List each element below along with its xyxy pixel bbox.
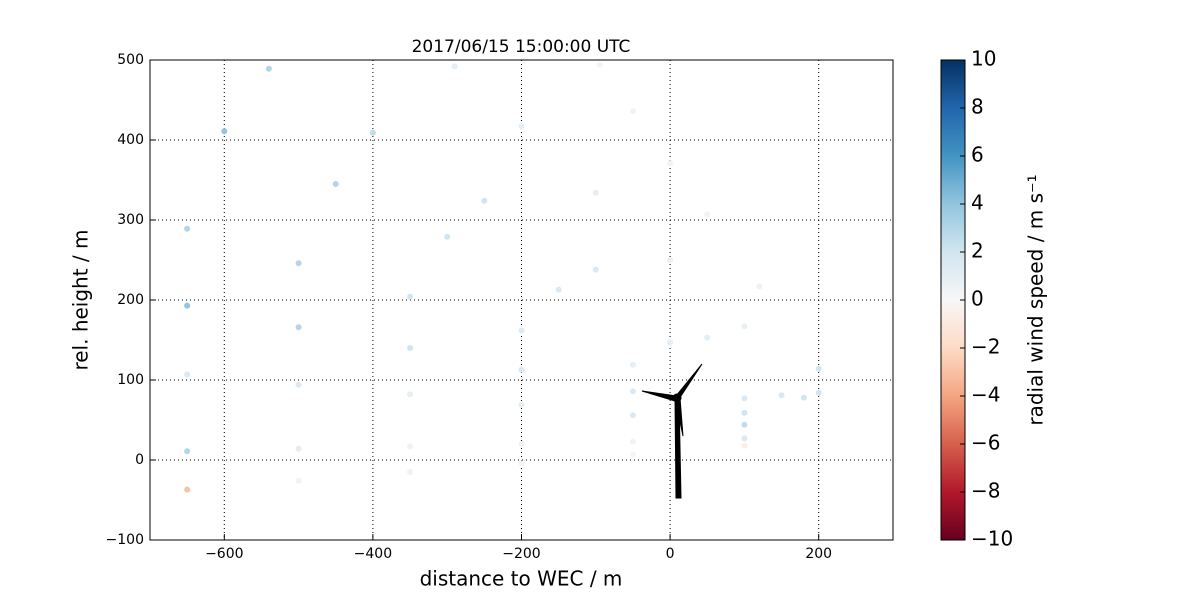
scatter-point xyxy=(629,451,636,458)
scatter-point xyxy=(629,438,636,445)
chart-title: 2017/06/15 15:00:00 UTC xyxy=(412,37,631,57)
colorbar-tick-label: −4 xyxy=(971,383,1000,407)
y-tick-label: 200 xyxy=(117,292,144,308)
x-tick-label: −600 xyxy=(205,546,243,562)
scatter-point xyxy=(481,197,488,204)
scatter-point xyxy=(800,394,807,401)
colorbar-tick-label: −8 xyxy=(971,479,1000,503)
scatter-point xyxy=(592,189,599,196)
scatter-point xyxy=(407,469,414,475)
scatter-point xyxy=(741,323,748,330)
scatter-point xyxy=(295,260,302,267)
colorbar-label: radial wind speed / m s⁻¹ xyxy=(1024,174,1048,425)
scatter-point xyxy=(778,392,785,399)
scatter-point xyxy=(407,391,414,398)
turbine-hub xyxy=(672,393,682,403)
scatter-point xyxy=(555,286,562,293)
scatter-point xyxy=(184,448,191,455)
scatter-point xyxy=(407,345,414,351)
scatter-point xyxy=(184,371,191,378)
y-tick-label: 100 xyxy=(117,372,144,388)
y-tick-label: 500 xyxy=(117,52,144,68)
scatter-point xyxy=(741,442,748,449)
turbine-blade xyxy=(675,363,703,400)
scatter-point xyxy=(629,388,636,395)
x-tick-label: 0 xyxy=(666,546,675,562)
plot-frame xyxy=(149,59,894,541)
scatter-point xyxy=(741,421,748,428)
scatter-point xyxy=(407,293,414,300)
scatter-point xyxy=(704,211,711,218)
colorbar-tick-label: 2 xyxy=(971,239,984,263)
y-tick-label: 300 xyxy=(117,212,144,228)
scatter-point xyxy=(518,327,525,334)
scatter-point xyxy=(184,486,191,493)
y-tick-label: 400 xyxy=(117,132,144,148)
scatter-point xyxy=(184,225,191,232)
scatter-point xyxy=(741,409,748,416)
colorbar-tick-label: 0 xyxy=(971,287,984,311)
x-axis-label: distance to WEC / m xyxy=(420,567,623,591)
scatter-point xyxy=(704,334,711,341)
scatter-point xyxy=(451,63,458,70)
scatter-point xyxy=(295,445,302,452)
scatter-point xyxy=(407,443,414,450)
x-tick-label: −400 xyxy=(354,546,392,562)
scatter-point xyxy=(518,401,525,408)
scatter-point xyxy=(629,412,636,419)
scatter-point xyxy=(756,283,763,290)
x-tick-label: 200 xyxy=(805,546,832,562)
colorbar-tick-label: 6 xyxy=(971,143,984,167)
scatter-point xyxy=(629,361,636,368)
scatter-point xyxy=(518,366,525,373)
scatter-point xyxy=(815,365,822,372)
scatter-point xyxy=(518,460,525,467)
colorbar-tick-label: 4 xyxy=(971,191,984,215)
scatter-point xyxy=(295,324,302,331)
scatter-point xyxy=(629,108,636,115)
scatter-point xyxy=(667,160,674,167)
colorbar-tick-label: −10 xyxy=(971,527,1013,551)
scatter-point xyxy=(444,233,451,240)
scatter-point xyxy=(741,395,748,402)
turbine xyxy=(641,363,703,499)
scatter-point xyxy=(667,257,674,263)
scatter-point xyxy=(265,65,272,72)
scatter-point xyxy=(592,266,599,273)
scatter-point xyxy=(221,128,228,135)
colorbar-tick-label: −2 xyxy=(971,335,1000,359)
scatter-point xyxy=(369,129,376,136)
scatter-point xyxy=(332,181,339,187)
scatter-point xyxy=(667,339,674,346)
scatter-point xyxy=(518,441,525,447)
scatter-point xyxy=(741,435,748,442)
scatter-point xyxy=(184,302,191,309)
scatter-point xyxy=(295,381,302,388)
scatter-point xyxy=(295,477,302,484)
plot-area xyxy=(149,59,894,541)
y-tick-label: 0 xyxy=(135,452,144,468)
x-tick-label: −200 xyxy=(502,546,540,562)
scatter-point xyxy=(518,123,525,130)
colorbar-tick-label: 8 xyxy=(971,95,984,119)
colorbar-tick-label: 10 xyxy=(971,47,996,71)
scatter-point xyxy=(815,389,822,396)
y-axis-label: rel. height / m xyxy=(69,229,93,370)
turbine-blade xyxy=(641,390,678,402)
scatter-point xyxy=(596,61,603,68)
y-tick-label: −100 xyxy=(106,532,144,548)
colorbar-tick-label: −6 xyxy=(971,431,1000,455)
